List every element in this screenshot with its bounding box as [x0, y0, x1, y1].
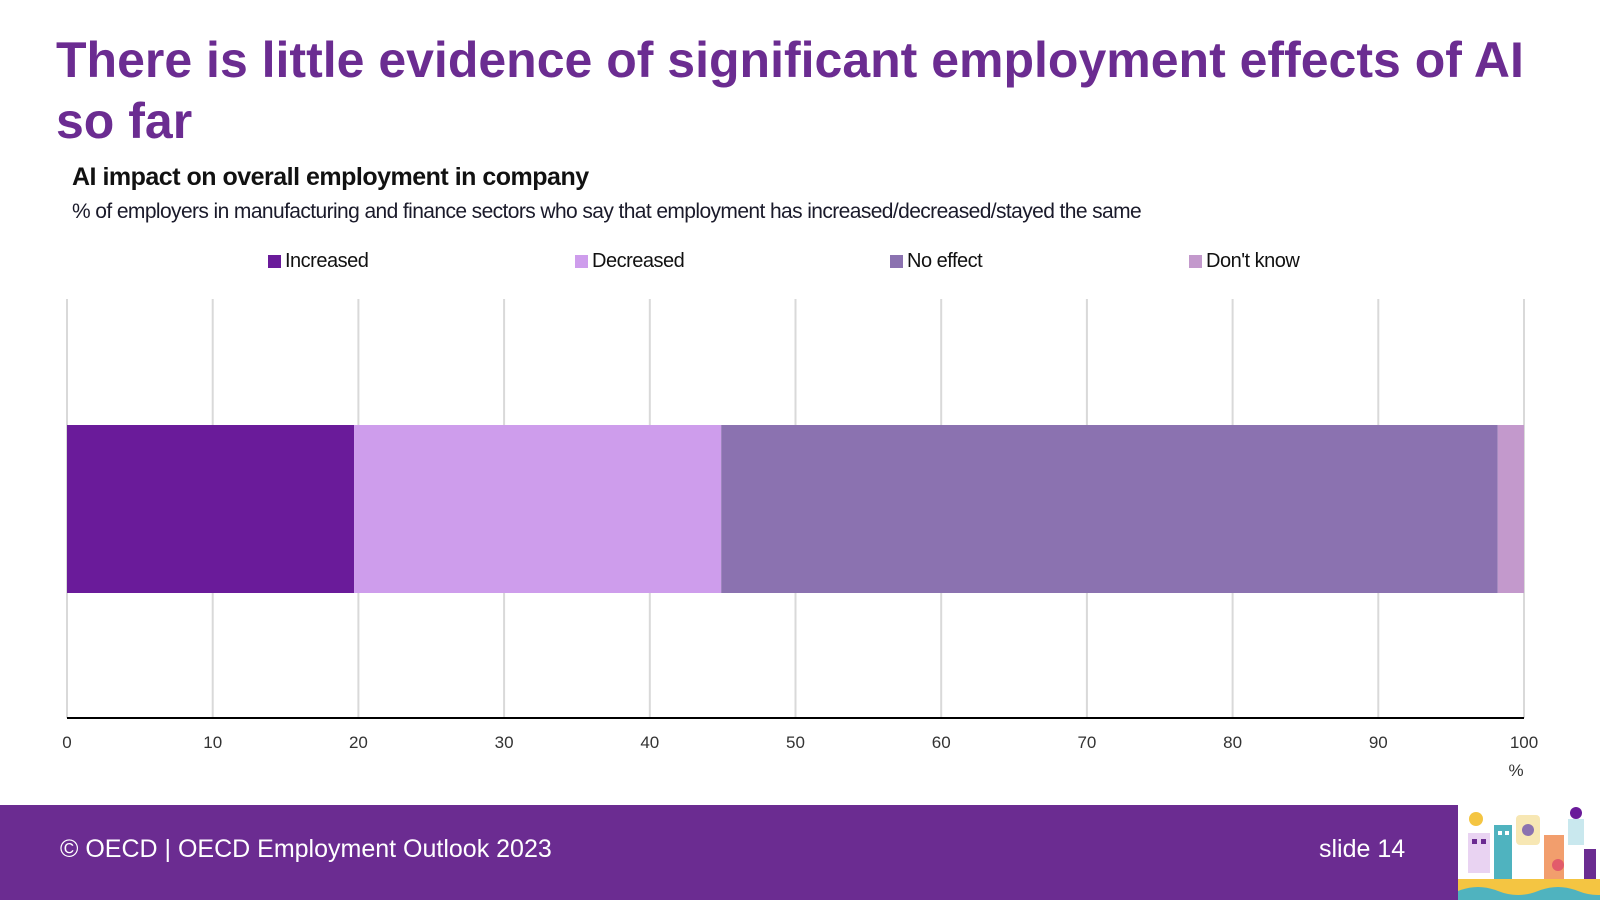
legend-label-increased: Increased	[285, 249, 369, 272]
chart-subtitle: % of employers in manufacturing and fina…	[72, 200, 1142, 223]
x-axis-unit-label: %	[1508, 761, 1523, 780]
x-tick-label-90: 90	[1369, 733, 1388, 752]
x-tick-label-60: 60	[932, 733, 951, 752]
x-tick-label-80: 80	[1223, 733, 1242, 752]
chart-title: AI impact on overall employment in compa…	[72, 163, 589, 191]
x-tick-label-10: 10	[203, 733, 222, 752]
legend-item-decreased: Decreased	[575, 249, 685, 272]
legend-label-decreased: Decreased	[592, 249, 685, 272]
x-tick-label-30: 30	[495, 733, 514, 752]
legend-item-dont-know: Don't know	[1189, 249, 1300, 272]
city-illustration-icon	[1458, 805, 1600, 900]
bar-segment-no-effect	[721, 425, 1498, 593]
x-tick-label-40: 40	[640, 733, 659, 752]
footer-bar: © OECD | OECD Employment Outlook 2023 sl…	[0, 805, 1600, 900]
bar-segment-increased	[67, 425, 355, 593]
bar-segment-decreased	[354, 425, 722, 593]
slide-number: slide 14	[1319, 835, 1406, 863]
x-tick-label-0: 0	[62, 733, 71, 752]
legend-item-increased: Increased	[268, 249, 369, 272]
legend-swatch-decreased	[575, 254, 588, 268]
x-tick-label-70: 70	[1077, 733, 1096, 752]
footer-copyright: © OECD | OECD Employment Outlook 2023	[60, 835, 552, 863]
legend-item-no-effect: No effect	[890, 249, 983, 272]
legend-label-no-effect: No effect	[907, 249, 983, 272]
stacked-bar-chart: 0 10 20 30 40 50 60 70 80 90 100%	[62, 299, 1538, 780]
slide-title: There is little evidence of significant …	[56, 32, 1524, 149]
legend-swatch-increased	[268, 254, 281, 268]
legend-label-dont-know: Don't know	[1206, 249, 1300, 272]
legend-swatch-dont-know	[1189, 254, 1202, 268]
bar-segment-don-t-know	[1497, 425, 1524, 593]
legend-swatch-no-effect	[890, 254, 903, 268]
x-tick-label-50: 50	[786, 733, 805, 752]
x-tick-label-100: 100	[1510, 733, 1538, 752]
x-tick-label-20: 20	[349, 733, 368, 752]
